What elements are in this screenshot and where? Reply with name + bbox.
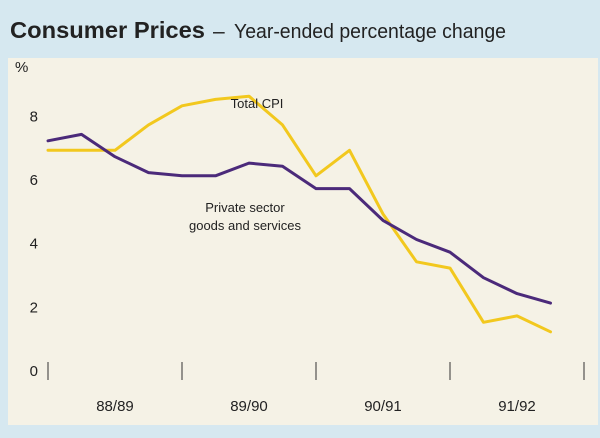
series-annotation: goods and services [189,218,302,233]
y-tick-label: 2 [30,299,38,316]
x-tick-label: 91/92 [498,398,536,415]
plot-area [8,58,598,425]
y-axis-label: % [15,59,28,76]
series-annotation: Private sector [205,200,285,215]
y-tick-label: 4 [30,236,38,253]
y-tick-label: 8 [30,108,38,125]
series-line [46,94,552,334]
axis-layer: 0 2 4 6 8 88/89 89/90 90/91 91/92 [30,108,585,415]
series-annotation: Total CPI [231,96,284,111]
series-layer [46,94,552,334]
chart-title: Consumer Prices [10,17,205,43]
x-tick-label: 90/91 [364,398,402,415]
chart-subtitle: Year-ended percentage change [234,21,506,43]
y-tick-label: 6 [30,172,38,189]
y-tick-label: 0 [30,363,38,380]
annotation-layer: Total CPI Private sector goods and service… [189,96,302,233]
title-separator: – [213,20,225,43]
series-line [46,132,552,305]
x-tick-label: 89/90 [230,398,268,415]
x-tick-label: 88/89 [96,398,134,415]
